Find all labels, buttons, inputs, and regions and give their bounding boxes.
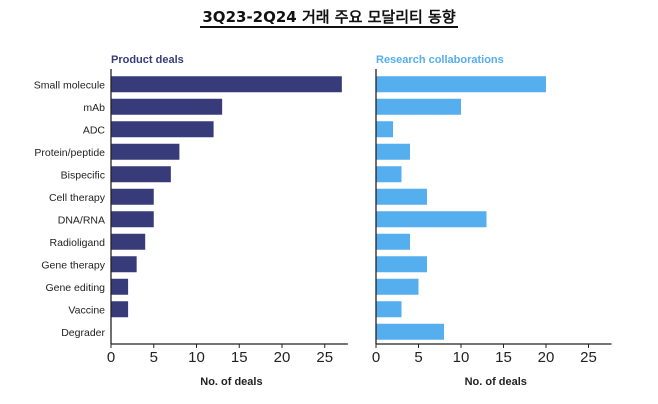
product-bar-gene-therapy (111, 256, 137, 273)
research-bar-cell-therapy (376, 188, 427, 205)
product-bar-mab (111, 98, 223, 115)
product-bar-protein-peptide (111, 143, 180, 160)
research-x-tick-label: 5 (414, 349, 422, 366)
product-x-tick-label: 25 (316, 349, 333, 366)
product-x-axis-label: No. of deals (200, 376, 262, 388)
product-bar-cell-therapy (111, 188, 154, 205)
product-bar-adc (111, 121, 214, 138)
category-label: Degrader (61, 327, 105, 339)
category-label: Cell therapy (49, 192, 106, 204)
product-bar-radioligand (111, 233, 146, 250)
research-bar-radioligand (376, 233, 410, 250)
research-bar-protein-peptide (376, 143, 410, 160)
research-x-tick-label: 10 (453, 349, 470, 366)
category-label: Gene editing (45, 282, 105, 294)
category-label: ADC (83, 124, 106, 136)
research-bar-bispecific (376, 166, 402, 183)
category-label: Radioligand (50, 237, 106, 249)
product-x-tick-label: 20 (274, 349, 291, 366)
research-x-tick-label: 20 (538, 349, 555, 366)
category-label: Bispecific (61, 169, 105, 181)
research-bar-degrader (376, 323, 444, 340)
product-x-tick-label: 10 (188, 349, 205, 366)
product-bar-small-molecule (111, 76, 342, 93)
research-bar-adc (376, 121, 393, 138)
product-x-tick-label: 0 (107, 349, 115, 366)
product-bar-bispecific (111, 166, 171, 183)
category-label: Gene therapy (41, 259, 105, 271)
research-bar-vaccine (376, 301, 402, 318)
product-bar-vaccine (111, 301, 129, 318)
product-chart-title: Product deals (111, 54, 184, 66)
category-label: Small molecule (34, 79, 105, 91)
page-title: 3Q23-2Q24 거래 주요 모달리티 동향 (200, 8, 458, 28)
product-x-tick-label: 5 (150, 349, 158, 366)
research-bar-small-molecule (376, 76, 546, 93)
category-label: Vaccine (68, 304, 105, 316)
research-x-tick-label: 15 (495, 349, 512, 366)
research-x-tick-label: 0 (372, 349, 380, 366)
category-label: DNA/RNA (58, 214, 105, 226)
research-chart-title: Research collaborations (376, 54, 504, 66)
research-bar-dna-rna (376, 211, 487, 228)
research-bar-mab (376, 98, 461, 115)
research-x-axis-label: No. of deals (465, 376, 527, 388)
research-bar-gene-therapy (376, 256, 427, 273)
category-label: mAb (83, 102, 105, 114)
product-bar-dna-rna (111, 211, 154, 228)
research-bar-gene-editing (376, 278, 419, 295)
product-x-tick-label: 15 (231, 349, 248, 366)
research-x-tick-label: 25 (580, 349, 597, 366)
category-label: Protein/peptide (34, 147, 105, 159)
product-bar-gene-editing (111, 278, 129, 295)
